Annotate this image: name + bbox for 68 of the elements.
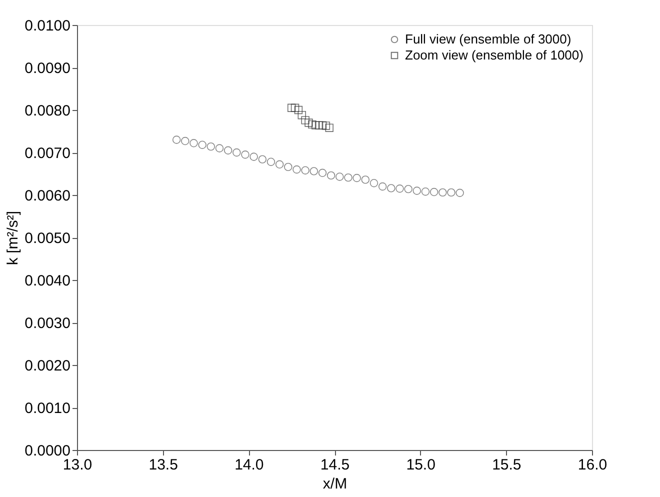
point [250,152,258,161]
point [370,179,378,188]
point [325,124,334,132]
point [312,121,320,130]
point [232,148,241,157]
y-tick-label: 0.0100 [24,18,70,34]
point [241,150,250,159]
point [298,110,306,120]
y-tick-label: 0.0070 [24,145,70,162]
point [404,184,412,194]
x-axis-title: x/M [322,476,348,492]
point [396,184,404,193]
point [181,136,190,146]
point [344,173,352,182]
point [314,121,324,130]
point [294,106,303,114]
point [387,184,396,192]
point [284,162,292,172]
point [447,188,456,197]
point [304,118,313,127]
point [206,142,216,151]
point [430,188,438,196]
y-tick-label: 0.0050 [24,230,70,247]
point [310,167,318,176]
point [258,155,267,164]
point [378,182,387,191]
x-tick-label: 13.0 [62,456,92,474]
point [287,104,296,112]
y-axis-title: k [m²/s²] [4,210,22,266]
y-tick-label: 0.0040 [24,272,70,290]
x-tick-label: 15.0 [406,456,436,474]
point [421,188,430,196]
point [318,168,327,177]
point [412,186,422,195]
legend-label: Full view (ensemble of 3000) [405,32,572,46]
point [352,174,361,182]
point [172,136,181,144]
point [322,122,330,130]
y-tick-label: 0.0010 [24,400,70,417]
y-tick-label: 0.0020 [24,358,70,374]
y-tick-label: 0.0030 [24,315,70,332]
x-tick-label: 15.5 [492,456,522,474]
point [361,176,370,184]
x-tick-label: 13.5 [148,456,178,474]
point [336,172,344,181]
point [292,165,301,174]
point [326,171,336,180]
point [198,140,206,149]
point [266,158,276,166]
point [438,188,447,197]
point [224,146,232,154]
legend-label: Zoom view (ensemble of 1000) [405,48,584,62]
y-tick-label: 0.0000 [24,442,70,460]
point [456,188,464,197]
y-tick-label: 0.0080 [24,102,70,120]
point [301,166,310,174]
point [215,144,224,152]
point [308,120,316,129]
x-tick-label: 16.0 [578,456,608,474]
point [275,160,284,168]
point [301,116,310,124]
point [190,139,198,148]
x-tick-label: 14.5 [320,456,350,474]
point [290,104,300,112]
y-tick-label: 0.0060 [24,188,70,204]
y-tick-label: 0.0090 [24,60,70,77]
x-tick-label: 14.0 [234,456,264,474]
point [318,121,327,130]
